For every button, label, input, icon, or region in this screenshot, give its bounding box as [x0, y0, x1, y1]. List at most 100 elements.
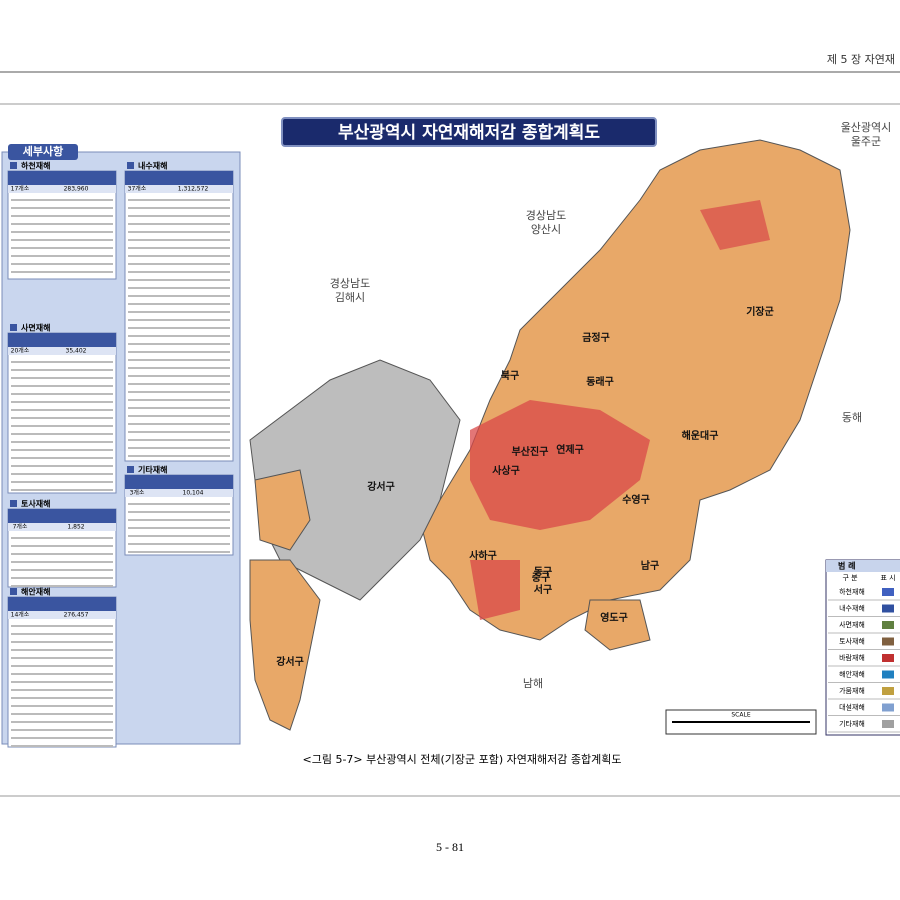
section-title: 해안재해	[21, 587, 50, 597]
legend-symbol	[882, 621, 894, 629]
region-label: 영도구	[600, 611, 628, 624]
table-head	[125, 171, 233, 185]
legend-item: 해안재해	[839, 670, 865, 679]
legend-col: 구 분	[842, 574, 858, 582]
legend-title: 범 례	[838, 561, 856, 571]
section-table	[7, 596, 117, 748]
table-sum	[8, 185, 116, 193]
table-head	[125, 475, 233, 489]
region-label: 동래구	[586, 375, 614, 388]
island	[584, 599, 651, 651]
section-marker	[127, 466, 134, 473]
section-total: 1,852	[67, 524, 84, 531]
region-label: 남구	[641, 559, 659, 572]
section-title: 토사재해	[21, 499, 50, 509]
region-label: 북구	[501, 370, 519, 382]
scale-label: SCALE	[731, 712, 750, 719]
legend-symbol	[882, 720, 894, 728]
legend-symbol	[882, 604, 894, 613]
region-label: 양산시	[531, 223, 561, 236]
legend-item: 하천재해	[839, 587, 865, 596]
region-label: 사하구	[469, 549, 497, 562]
region-label: 경상남도	[526, 209, 566, 222]
land	[254, 469, 311, 551]
hazard-zone	[470, 560, 520, 620]
panel-title: 세부사항	[23, 144, 63, 158]
legend-symbol	[882, 703, 894, 712]
section-count: 17개소	[11, 185, 30, 193]
legend-head	[826, 560, 900, 572]
region-label: 경상남도	[330, 277, 370, 290]
legend-item: 기타재해	[839, 719, 865, 728]
map-title-box	[281, 117, 657, 147]
region-label: 강서구	[367, 480, 395, 493]
region-label: 서구	[534, 583, 552, 596]
region-label: 해운대구	[682, 429, 719, 442]
region-label: 사상구	[492, 464, 520, 477]
region-label: 김해시	[335, 290, 365, 304]
table-head	[8, 171, 116, 185]
section-total: 1,312,572	[178, 186, 209, 193]
legend-symbol	[882, 654, 894, 662]
section-marker	[10, 324, 17, 331]
section-table	[124, 170, 234, 462]
legend-item: 내수재해	[839, 604, 865, 613]
table-head	[8, 333, 116, 347]
section-count: 7개소	[13, 523, 28, 531]
legend-item: 사면재해	[839, 620, 865, 629]
section-count: 14개소	[11, 611, 30, 619]
section-marker	[10, 500, 17, 507]
region-label: 기장군	[746, 305, 774, 318]
region-label: 연제구	[556, 443, 584, 456]
section-title: 기타재해	[138, 465, 167, 475]
legend-item: 토사재해	[839, 637, 865, 646]
region-label: 강서구	[276, 655, 304, 668]
section-count: 3개소	[130, 489, 145, 497]
region-label: 중구	[532, 572, 550, 584]
legend-item: 바람재해	[839, 653, 865, 662]
section-total: 35,402	[66, 348, 87, 355]
region-label: 수영구	[622, 493, 650, 506]
section-total: 276,457	[64, 612, 89, 619]
panel-tab	[8, 144, 78, 160]
legend-symbol	[882, 670, 894, 679]
table-sum	[8, 523, 116, 531]
chapter: 제 5 장 자연재	[827, 53, 895, 66]
legend-symbol	[882, 687, 894, 695]
region-label: 남해	[523, 676, 543, 690]
section-count: 37개소	[128, 185, 147, 193]
legend-col: 표 시	[880, 574, 895, 582]
section-total: 10,104	[183, 490, 204, 497]
page-number: 5 - 81	[436, 840, 464, 854]
section-title: 하천재해	[21, 161, 50, 171]
section-marker	[127, 162, 134, 169]
section-title: 사면재해	[21, 323, 50, 333]
region-label: 동해	[842, 410, 862, 424]
table-head	[8, 597, 116, 611]
table-head	[8, 509, 116, 523]
region-label: 부산진구	[512, 445, 549, 458]
region-label: 금정구	[582, 331, 610, 344]
legend-symbol	[882, 637, 894, 646]
legend-item: 가뭄재해	[839, 686, 865, 695]
land	[249, 559, 321, 731]
section-table	[7, 332, 117, 494]
section-marker	[10, 162, 17, 169]
legend-item: 대설재해	[839, 703, 865, 712]
map-title: 부산광역시 자연재해저감 종합계획도	[338, 122, 600, 143]
section-total: 283,960	[64, 186, 89, 193]
table-sum	[8, 611, 116, 619]
hazard-zone	[700, 200, 770, 250]
table-sum	[125, 185, 233, 193]
table-sum	[8, 347, 116, 355]
region-label: 울산광역시	[841, 121, 892, 134]
section-count: 20개소	[11, 347, 30, 355]
section-marker	[10, 588, 17, 595]
hazard-zone	[470, 400, 650, 530]
region-label: 동구	[534, 566, 552, 578]
region-label: 울주군	[851, 135, 881, 148]
caption: <그림 5-7> 부산광역시 전체(기장군 포함) 자연재해저감 종합계획도	[303, 752, 622, 766]
section-title: 내수재해	[138, 161, 167, 171]
